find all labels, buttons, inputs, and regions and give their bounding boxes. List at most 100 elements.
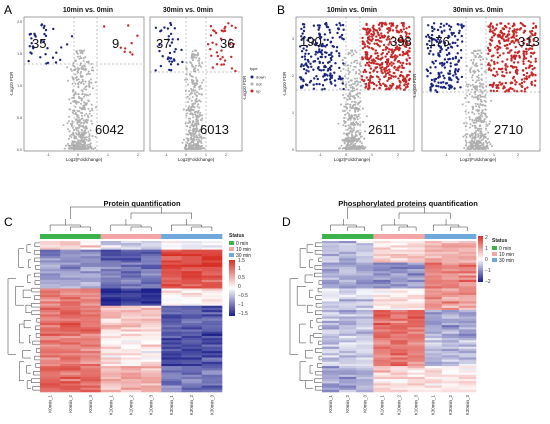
point-not xyxy=(66,142,69,145)
point-down xyxy=(430,82,433,86)
y-axis-label: -Log10 FDR xyxy=(9,71,14,96)
point-not xyxy=(357,80,360,83)
heatmap-cell xyxy=(60,318,81,322)
point-not xyxy=(187,106,190,109)
heatmap-cell xyxy=(407,340,425,343)
heatmap-cell xyxy=(424,258,443,261)
point-not xyxy=(195,124,198,127)
column-label: K30min_2 xyxy=(448,395,453,416)
point-up xyxy=(386,31,390,34)
heatmap-cell xyxy=(100,353,122,356)
status-swatch-10 xyxy=(492,252,497,256)
point-not xyxy=(78,57,81,60)
heatmap-cell xyxy=(322,312,340,315)
point-not xyxy=(477,110,480,113)
point-not xyxy=(360,84,363,87)
point-not xyxy=(466,85,469,88)
point-not xyxy=(184,147,187,150)
heatmap-cell xyxy=(458,253,477,257)
point-up xyxy=(492,73,495,77)
point-up xyxy=(502,87,505,90)
heatmap-cell xyxy=(181,363,203,367)
point-not xyxy=(469,135,472,138)
heatmap-cell xyxy=(60,264,81,268)
heatmap-cell xyxy=(356,303,374,307)
heatmap-cell xyxy=(120,379,142,382)
point-not xyxy=(356,92,359,95)
point-down xyxy=(437,73,440,76)
heatmap-cell xyxy=(201,297,223,300)
heatmap-cell xyxy=(356,346,374,350)
heatmap-cell xyxy=(373,379,391,382)
heatmap-cell xyxy=(80,383,101,386)
point-down xyxy=(453,87,456,90)
heatmap-cell xyxy=(356,288,374,291)
heatmap-cell xyxy=(339,355,357,358)
point-down xyxy=(429,89,432,92)
heatmap-cell xyxy=(60,288,81,291)
point-not xyxy=(186,112,189,115)
heatmap-cell xyxy=(407,357,425,360)
heatmap-cell xyxy=(458,383,477,386)
heatmap-cell xyxy=(60,351,81,354)
heatmap-cell xyxy=(424,351,443,354)
heatmap-cell xyxy=(356,331,374,335)
heatmap-cell xyxy=(100,310,122,313)
heatmap-cell xyxy=(181,279,203,283)
heatmap-cell xyxy=(356,379,374,382)
heatmap-cell xyxy=(458,361,477,365)
heatmap-cell xyxy=(441,292,460,296)
heatmap-cell xyxy=(120,290,142,294)
heatmap-cell xyxy=(181,366,203,369)
heatmap-cell xyxy=(60,241,81,244)
point-not xyxy=(354,107,357,110)
point-not xyxy=(82,57,85,60)
heatmap-cell xyxy=(201,359,223,363)
point-not xyxy=(486,142,489,144)
point-not xyxy=(193,85,196,88)
point-not xyxy=(482,86,485,89)
point-down xyxy=(321,42,324,46)
heatmap-cell xyxy=(458,243,477,246)
point-not xyxy=(471,146,474,149)
point-not xyxy=(84,126,87,129)
heatmap-cell xyxy=(322,335,340,339)
point-up xyxy=(501,67,504,70)
point-not xyxy=(197,52,199,55)
heatmap-cell xyxy=(390,379,408,382)
point-not xyxy=(71,146,74,149)
point-up xyxy=(365,61,369,65)
point-up xyxy=(515,81,518,84)
heatmap-cell xyxy=(141,383,162,386)
point-not xyxy=(475,105,477,108)
point-up xyxy=(378,22,382,25)
panel-b: 10min vs. 0min 190 398 2611 Log2(Foldcha… xyxy=(282,7,541,162)
heatmap-cell xyxy=(458,370,477,373)
point-up xyxy=(215,51,219,54)
heatmap-cell xyxy=(407,264,425,268)
heatmap-cell xyxy=(373,331,391,335)
heatmap-cell xyxy=(161,249,182,253)
heatmap-cell xyxy=(339,338,357,341)
point-not xyxy=(72,77,75,80)
dendrogram-branch xyxy=(381,224,417,231)
x-tick: -1 xyxy=(46,153,49,157)
heatmap-cell xyxy=(441,329,460,332)
point-not xyxy=(351,123,354,126)
point-not xyxy=(483,112,486,115)
heatmap-cell xyxy=(80,363,101,367)
heatmap-cell xyxy=(424,327,443,330)
point-up xyxy=(364,64,367,67)
point-not xyxy=(197,147,200,150)
point-not xyxy=(479,55,482,58)
point-not xyxy=(86,144,88,146)
point-not xyxy=(199,119,202,121)
point-up xyxy=(378,27,381,30)
point-not xyxy=(480,127,483,130)
point-not xyxy=(473,54,476,57)
point-up xyxy=(532,38,535,41)
point-not xyxy=(348,132,350,135)
heatmap-cell xyxy=(141,374,162,378)
point-not xyxy=(72,89,75,92)
heatmap-cell xyxy=(181,359,203,363)
